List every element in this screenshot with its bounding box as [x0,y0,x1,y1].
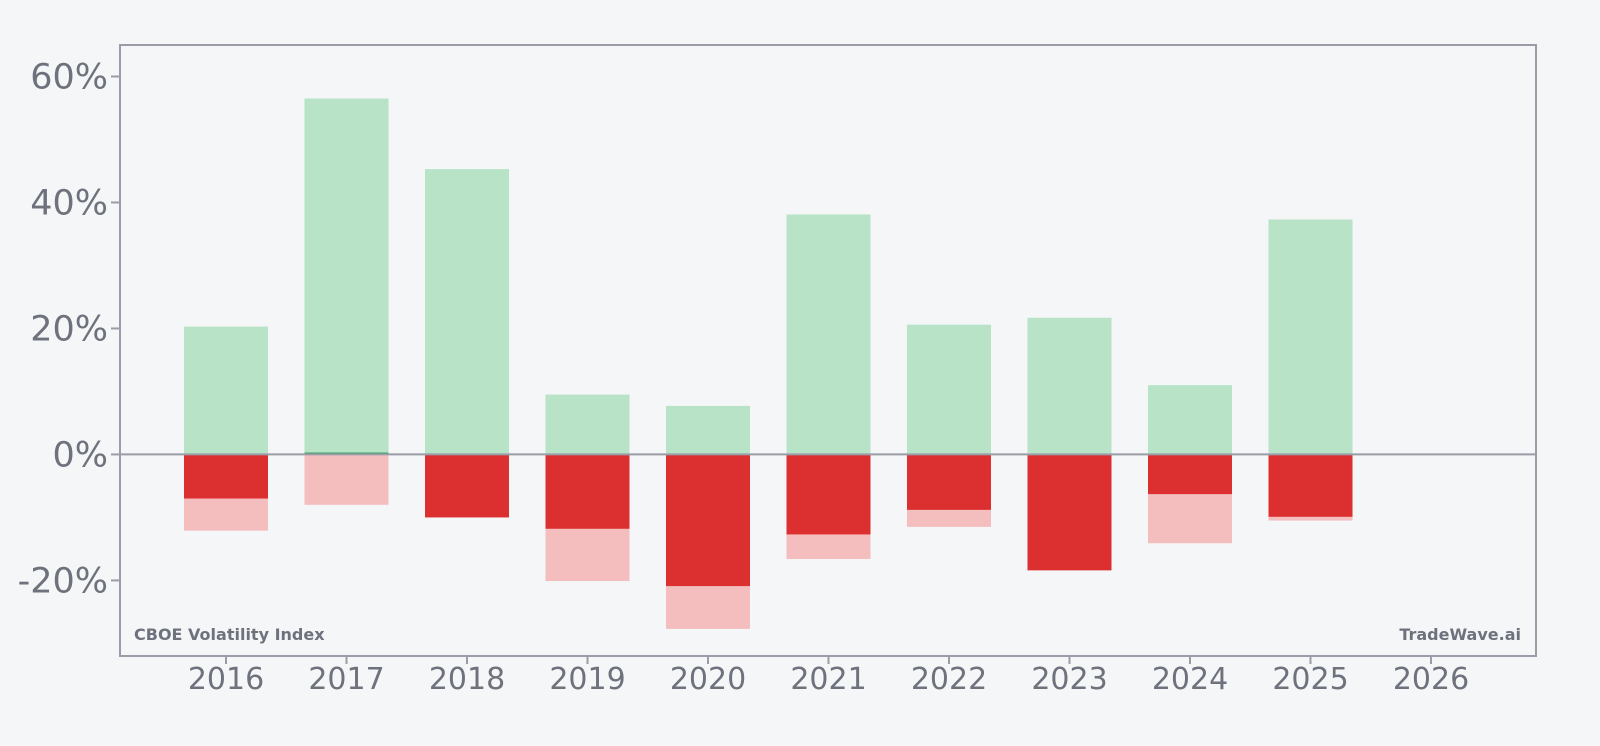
index-label: CBOE Volatility Index [134,625,325,644]
x-tick-label: 2026 [1393,662,1469,697]
x-tick-label: 2021 [790,662,866,697]
watermark-label: TradeWave.ai [1399,625,1521,644]
high-bar-2021 [786,214,871,455]
y-tick-label: 20% [30,309,108,349]
x-tick-label: 2023 [1031,662,1107,697]
high-bar-2023 [1027,317,1112,455]
y-tick-label: 60% [30,57,108,97]
low-bar-2017 [304,454,389,505]
x-tick-label: 2025 [1272,662,1348,697]
y-tick-label: 0% [52,435,108,475]
close-bar-2020 [666,454,750,587]
close-bar-2019 [545,454,630,529]
close-bar-2018 [425,454,509,518]
close-bar-2023 [1027,454,1112,571]
close-bar-2021 [786,454,871,535]
high-bar-2018 [425,169,509,455]
close-bar-2022 [907,454,991,510]
high-bar-2024 [1148,385,1232,455]
close-bar-2024 [1148,454,1232,495]
x-tick-label: 2016 [188,662,264,697]
bars-layer [184,98,1353,629]
high-bar-2017 [304,98,389,455]
x-tick-label: 2020 [670,662,746,697]
close-bar-2016 [184,454,268,499]
x-tick-label: 2024 [1152,662,1228,697]
y-tick-label: -20% [18,561,108,601]
high-bar-2016 [184,326,268,455]
high-bar-2022 [907,324,991,455]
x-axis: 2016 2017 2018 2019 2020 2021 2022 2023 2024 2025… [188,656,1469,697]
y-axis: 60% 40% 20% 0% -20% [18,57,120,601]
close-bar-2025 [1268,454,1353,517]
high-bar-2025 [1268,219,1353,455]
y-tick-label: 40% [30,183,108,223]
x-tick-label: 2022 [911,662,987,697]
high-bar-2019 [545,394,630,455]
high-bar-2020 [666,405,750,455]
x-tick-label: 2018 [429,662,505,697]
x-tick-label: 2017 [308,662,384,697]
x-tick-label: 2019 [549,662,625,697]
